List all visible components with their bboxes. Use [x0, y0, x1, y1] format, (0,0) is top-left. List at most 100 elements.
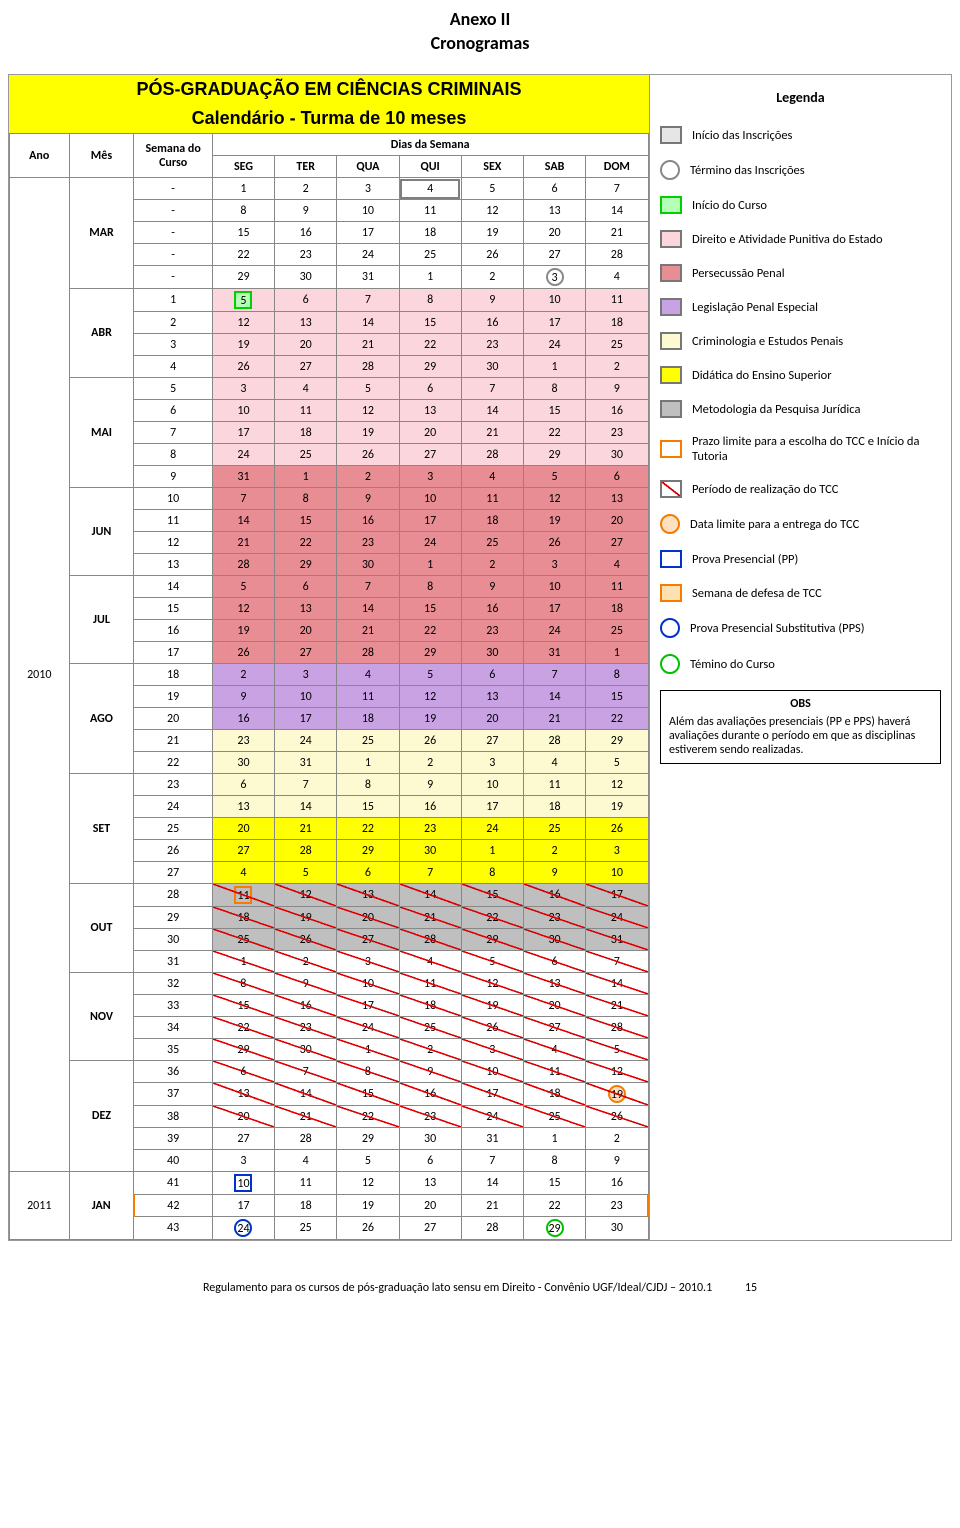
- day-cell: 25: [337, 730, 399, 752]
- day-cell: 7: [275, 774, 337, 796]
- day-cell: 1: [337, 1039, 399, 1061]
- day-cell: 31: [212, 466, 274, 488]
- day-cell: 27: [275, 642, 337, 664]
- day-cell: 21: [461, 422, 523, 444]
- day-cell: 5: [461, 178, 523, 200]
- day-cell: 30: [399, 840, 461, 862]
- day-cell: 24: [399, 532, 461, 554]
- day-cell: 20: [586, 510, 648, 532]
- day-cell: 2: [586, 356, 648, 378]
- week-cell: 21: [134, 730, 212, 752]
- legend-swatch: [660, 160, 680, 180]
- day-cell: 25: [523, 818, 585, 840]
- day-cell: 12: [461, 973, 523, 995]
- day-cell: 15: [337, 796, 399, 818]
- week-cell: 43: [134, 1217, 212, 1240]
- day-cell: 18: [275, 422, 337, 444]
- day-cell: 23: [275, 1017, 337, 1039]
- day-cell: 27: [461, 730, 523, 752]
- day-cell: 26: [399, 730, 461, 752]
- day-cell: 12: [586, 774, 648, 796]
- week-cell: 37: [134, 1083, 212, 1106]
- day-cell: 21: [337, 334, 399, 356]
- day-cell: 6: [586, 466, 648, 488]
- day-cell: 15: [523, 400, 585, 422]
- legend-swatch: [660, 366, 682, 384]
- legend-label: Direito e Atividade Punitiva do Estado: [692, 232, 883, 247]
- legend-item: Metodologia da Pesquisa Jurídica: [660, 400, 941, 418]
- day-cell: 25: [461, 532, 523, 554]
- day-cell: 3: [523, 266, 585, 289]
- day-cell: 15: [399, 312, 461, 334]
- day-cell: 17: [523, 598, 585, 620]
- day-cell: 3: [399, 466, 461, 488]
- calendar-left: PÓS-GRADUAÇÃO EM CIÊNCIAS CRIMINAIS Cale…: [9, 75, 649, 1240]
- legend-label: Prazo limite para a escolha do TCC e Iní…: [692, 434, 941, 464]
- day-cell: 14: [461, 400, 523, 422]
- day-cell: 10: [586, 862, 648, 884]
- day-cell: 8: [337, 774, 399, 796]
- week-cell: 40: [134, 1150, 212, 1172]
- day-cell: 10: [212, 1172, 274, 1195]
- month-cell: JUL: [69, 576, 134, 664]
- day-cell: 11: [275, 1172, 337, 1195]
- legend-panel: Legenda Início das InscriçõesTérmino das…: [649, 75, 951, 1240]
- day-cell: 19: [337, 422, 399, 444]
- day-cell: 20: [212, 818, 274, 840]
- week-cell: -: [134, 200, 212, 222]
- day-cell: 9: [337, 488, 399, 510]
- day-cell: 13: [275, 598, 337, 620]
- day-cell: 23: [399, 818, 461, 840]
- day-cell: 24: [523, 334, 585, 356]
- week-cell: 28: [134, 884, 212, 907]
- day-cell: 19: [212, 620, 274, 642]
- week-cell: 18: [134, 664, 212, 686]
- day-cell: 19: [461, 222, 523, 244]
- day-cell: 23: [399, 1106, 461, 1128]
- week-cell: -: [134, 266, 212, 289]
- week-cell: 5: [134, 378, 212, 400]
- day-cell: 2: [461, 266, 523, 289]
- day-cell: 22: [586, 708, 648, 730]
- day-cell: 6: [212, 1061, 274, 1083]
- day-cell: 20: [399, 1195, 461, 1217]
- legend-swatch: [660, 196, 682, 214]
- month-cell: MAR: [69, 178, 134, 289]
- week-cell: 24: [134, 796, 212, 818]
- year-cell: 2011: [10, 1172, 70, 1240]
- day-cell: 29: [275, 554, 337, 576]
- day-cell: 5: [461, 951, 523, 973]
- day-cell: 7: [461, 1150, 523, 1172]
- day-cell: 28: [461, 444, 523, 466]
- calendar-row: AGO182345678: [10, 664, 649, 686]
- day-cell: 30: [586, 444, 648, 466]
- day-cell: 15: [212, 995, 274, 1017]
- day-cell: 31: [275, 752, 337, 774]
- day-cell: 28: [275, 1128, 337, 1150]
- day-cell: 2: [275, 951, 337, 973]
- day-cell: 26: [461, 1017, 523, 1039]
- day-cell: 12: [212, 598, 274, 620]
- day-cell: 17: [212, 422, 274, 444]
- day-cell: 30: [586, 1217, 648, 1240]
- day-cell: 15: [275, 510, 337, 532]
- legend-swatch: [660, 550, 682, 568]
- legend-label: Témino do Curso: [690, 657, 775, 672]
- legend-swatch: [660, 230, 682, 248]
- legend-swatch: [660, 126, 682, 144]
- day-cell: 15: [586, 686, 648, 708]
- day-cell: 23: [586, 1195, 648, 1217]
- day-cell: 6: [399, 1150, 461, 1172]
- week-cell: 33: [134, 995, 212, 1017]
- day-cell: 3: [337, 951, 399, 973]
- calendar-container: PÓS-GRADUAÇÃO EM CIÊNCIAS CRIMINAIS Cale…: [8, 74, 952, 1241]
- day-cell: 3: [461, 1039, 523, 1061]
- day-cell: 27: [399, 1217, 461, 1240]
- day-cell: 28: [586, 1017, 648, 1039]
- legend-label: Didática do Ensino Superior: [692, 368, 832, 383]
- day-cell: 28: [212, 554, 274, 576]
- day-cell: 25: [275, 444, 337, 466]
- day-cell: 31: [586, 929, 648, 951]
- day-cell: 18: [337, 708, 399, 730]
- legend-item: Semana de defesa de TCC: [660, 584, 941, 602]
